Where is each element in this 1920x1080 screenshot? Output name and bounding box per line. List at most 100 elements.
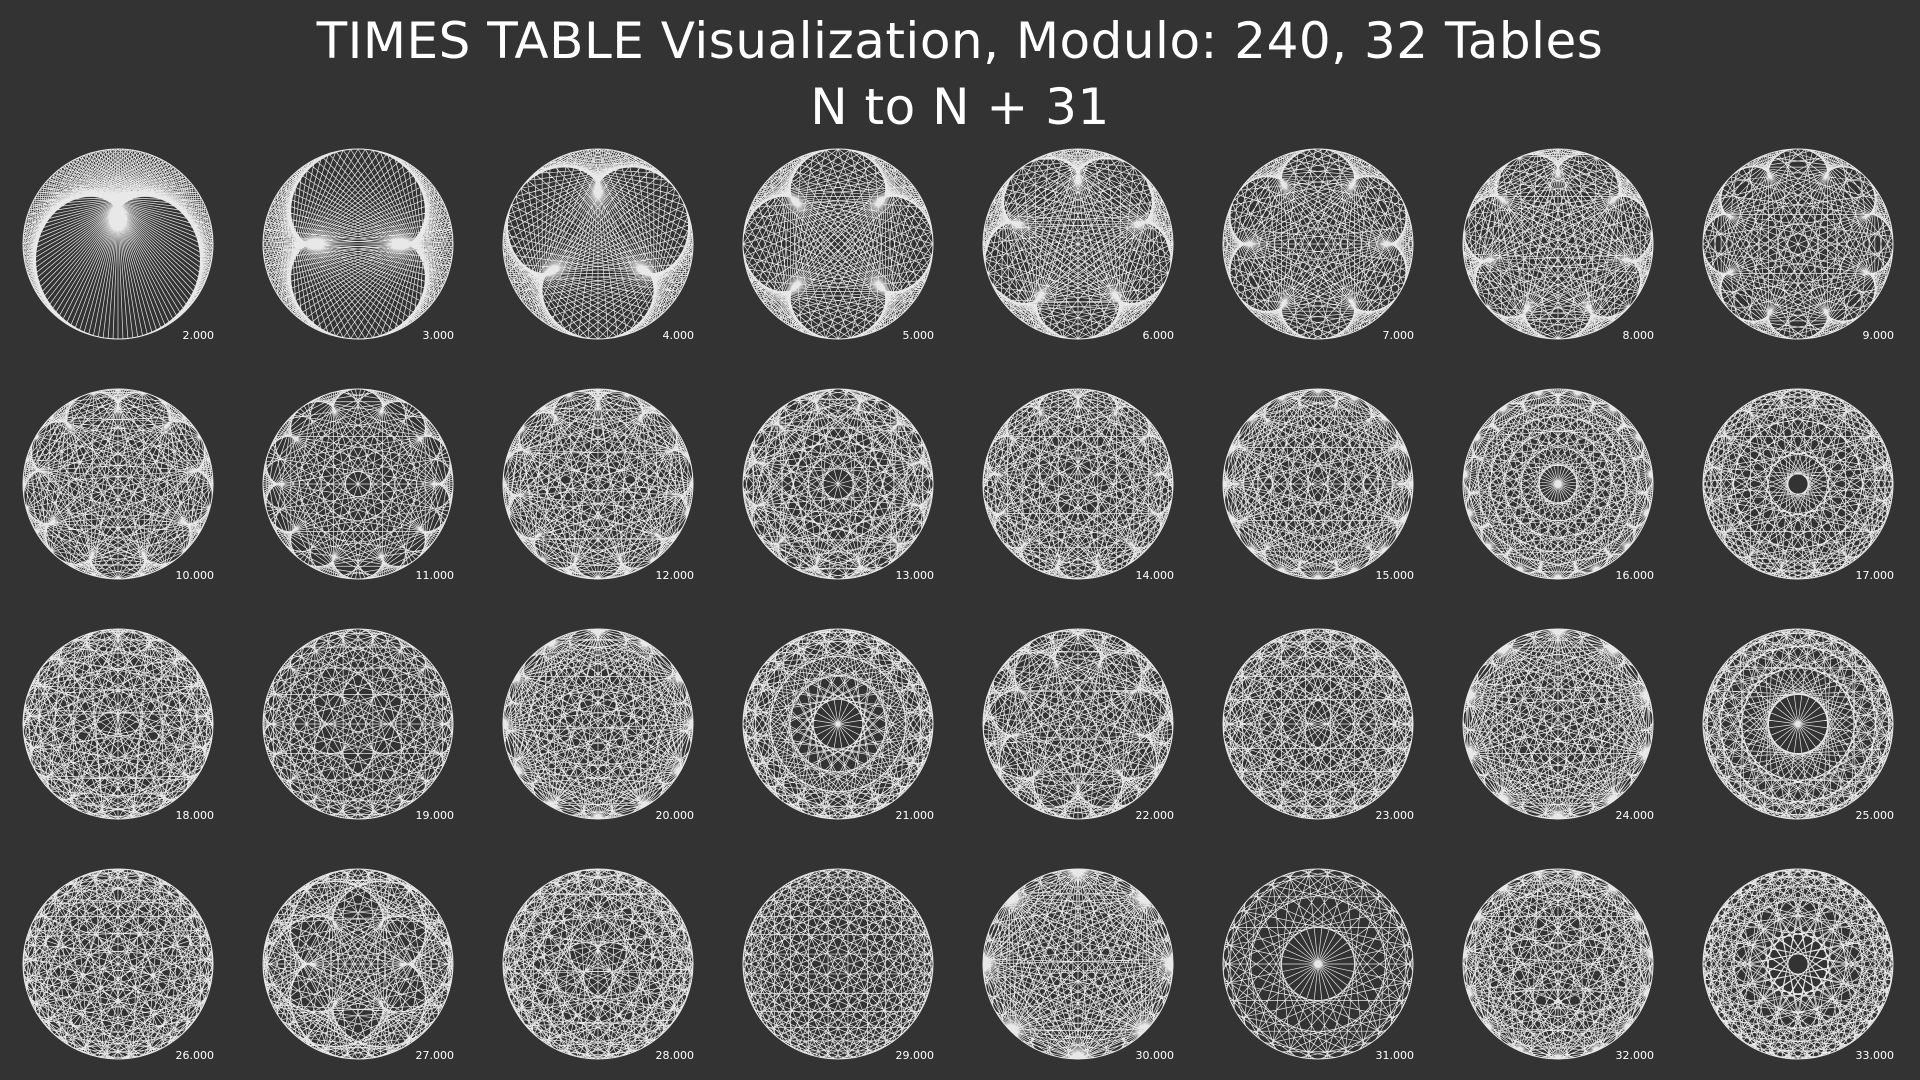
- times-table-chords: [1222, 148, 1414, 340]
- times-table-chords: [1702, 148, 1894, 340]
- table-multiplier-label: 27.000: [416, 1049, 455, 1062]
- times-table-circle: 16.000: [1462, 388, 1655, 582]
- table-multiplier-label: 28.000: [656, 1049, 695, 1062]
- times-table-circle: 25.000: [1702, 628, 1895, 822]
- times-table-chords: [742, 148, 934, 340]
- times-table-chords: [1702, 388, 1894, 580]
- times-table-chords: [1702, 868, 1894, 1060]
- table-multiplier-label: 32.000: [1616, 1049, 1655, 1062]
- times-table-circle: 11.000: [262, 388, 455, 582]
- table-multiplier-label: 2.000: [183, 329, 215, 342]
- times-table-circle: 29.000: [742, 868, 935, 1062]
- times-table-chords: [982, 628, 1174, 820]
- times-table-circle: 4.000: [502, 148, 695, 342]
- times-table-chords: [1462, 148, 1654, 340]
- table-multiplier-label: 19.000: [416, 809, 455, 822]
- times-table-chords: [502, 388, 694, 580]
- times-table-circle: 6.000: [982, 148, 1175, 342]
- times-table-circle: 26.000: [22, 868, 215, 1062]
- times-table-chords: [742, 388, 934, 580]
- table-multiplier-label: 17.000: [1856, 569, 1895, 582]
- times-table-chords: [502, 148, 694, 340]
- times-table-chords: [22, 628, 214, 820]
- table-multiplier-label: 31.000: [1376, 1049, 1415, 1062]
- times-table-circle: 23.000: [1222, 628, 1415, 822]
- table-multiplier-label: 4.000: [663, 329, 695, 342]
- table-multiplier-label: 30.000: [1136, 1049, 1175, 1062]
- times-table-chords: [1702, 628, 1894, 820]
- table-multiplier-label: 25.000: [1856, 809, 1895, 822]
- times-table-chords: [502, 628, 694, 820]
- table-multiplier-label: 33.000: [1856, 1049, 1895, 1062]
- times-table-circle: 5.000: [742, 148, 935, 342]
- times-table-circle: 10.000: [22, 388, 215, 582]
- table-multiplier-label: 6.000: [1143, 329, 1175, 342]
- times-table-circle: 24.000: [1462, 628, 1655, 822]
- times-table-circle: 8.000: [1462, 148, 1655, 342]
- table-multiplier-label: 14.000: [1136, 569, 1175, 582]
- times-table-circle: 13.000: [742, 388, 935, 582]
- table-multiplier-label: 15.000: [1376, 569, 1415, 582]
- table-multiplier-label: 26.000: [176, 1049, 215, 1062]
- times-table-chords: [262, 628, 454, 820]
- times-table-circle: 19.000: [262, 628, 455, 822]
- times-table-chords: [742, 628, 934, 820]
- times-table-chords: [1462, 388, 1654, 580]
- times-table-circle: 12.000: [502, 388, 695, 582]
- times-table-chords: [262, 388, 454, 580]
- times-table-circle: 7.000: [1222, 148, 1415, 342]
- page-subtitle: N to N + 31: [810, 78, 1110, 136]
- table-multiplier-label: 29.000: [896, 1049, 935, 1062]
- circle-outline: [742, 868, 934, 1060]
- times-table-circle: 33.000: [1702, 868, 1895, 1062]
- table-multiplier-label: 21.000: [896, 809, 935, 822]
- table-multiplier-label: 7.000: [1383, 329, 1415, 342]
- times-table-circle: 30.000: [982, 868, 1175, 1062]
- times-table-circle: 21.000: [742, 628, 935, 822]
- times-table-circle: 20.000: [502, 628, 695, 822]
- times-table-chords: [1462, 868, 1654, 1060]
- times-table-circle: 18.000: [22, 628, 215, 822]
- times-table-chords: [742, 868, 934, 1060]
- times-table-chords: [262, 148, 454, 340]
- table-multiplier-label: 22.000: [1136, 809, 1175, 822]
- times-table-chords: [1222, 628, 1414, 820]
- times-table-chords: [1462, 628, 1654, 820]
- times-table-chords: [22, 868, 214, 1060]
- times-table-chords: [982, 388, 1174, 580]
- times-table-circle: 9.000: [1702, 148, 1895, 342]
- times-table-chords: [1222, 868, 1414, 1060]
- table-multiplier-label: 20.000: [656, 809, 695, 822]
- times-table-chords: [262, 868, 454, 1060]
- times-table-circle: 32.000: [1462, 868, 1655, 1062]
- table-multiplier-label: 12.000: [656, 569, 695, 582]
- table-multiplier-label: 24.000: [1616, 809, 1655, 822]
- table-multiplier-label: 5.000: [903, 329, 935, 342]
- times-table-chords: [22, 148, 214, 340]
- page-title: TIMES TABLE Visualization, Modulo: 240, …: [316, 12, 1604, 70]
- times-table-circle: 3.000: [262, 148, 455, 342]
- times-table-circle: 17.000: [1702, 388, 1895, 582]
- times-table-chords: [1222, 388, 1414, 580]
- table-multiplier-label: 11.000: [416, 569, 455, 582]
- times-table-circle: 22.000: [982, 628, 1175, 822]
- circle-outline: [1702, 388, 1894, 580]
- table-multiplier-label: 13.000: [896, 569, 935, 582]
- table-multiplier-label: 8.000: [1623, 329, 1655, 342]
- times-table-chords: [982, 148, 1174, 340]
- times-table-chords: [502, 868, 694, 1060]
- table-multiplier-label: 23.000: [1376, 809, 1415, 822]
- times-table-circle: 28.000: [502, 868, 695, 1062]
- times-table-chords: [22, 388, 214, 580]
- table-multiplier-label: 10.000: [176, 569, 215, 582]
- times-table-circle: 14.000: [982, 388, 1175, 582]
- table-multiplier-label: 16.000: [1616, 569, 1655, 582]
- table-multiplier-label: 9.000: [1863, 329, 1895, 342]
- table-multiplier-label: 3.000: [423, 329, 455, 342]
- times-table-circle: 2.000: [22, 148, 215, 342]
- times-table-circle: 27.000: [262, 868, 455, 1062]
- times-table-chords: [982, 868, 1174, 1060]
- table-multiplier-label: 18.000: [176, 809, 215, 822]
- title-block: TIMES TABLE Visualization, Modulo: 240, …: [0, 8, 1920, 140]
